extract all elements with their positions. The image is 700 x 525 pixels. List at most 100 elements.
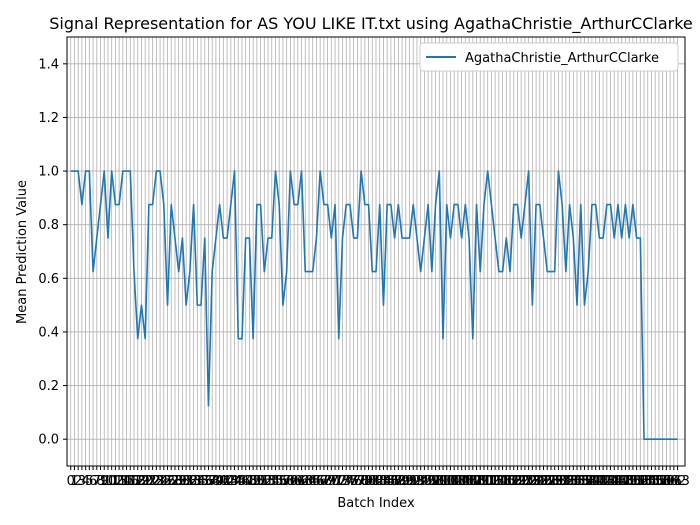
x-tick-label: 136 (565, 474, 590, 489)
x-tick-label: 127 (531, 474, 556, 489)
x-tick-label: 28 (167, 474, 184, 489)
y-tick-label: 0.4 (38, 325, 59, 340)
x-tick-label: 14 (115, 474, 132, 489)
x-tick-label: 130 (542, 474, 567, 489)
x-tick-label: 37 (200, 474, 217, 489)
x-tick-label: 163 (665, 474, 690, 489)
x-tick-label: 142 (587, 474, 612, 489)
x-tick-label: 157 (643, 474, 668, 489)
x-tick-label: 24 (152, 474, 169, 489)
x-tick-label: 16 (122, 474, 139, 489)
x-tick-label: 154 (632, 474, 657, 489)
x-tick-label: 56 (271, 474, 288, 489)
y-tick-label: 0.2 (38, 379, 59, 394)
x-tick-label: 81 (364, 474, 381, 489)
x-tick-label: 69 (319, 474, 336, 489)
x-tick-label: 20 (137, 474, 154, 489)
x-tick-label: 18 (129, 474, 146, 489)
x-tick-label: 151 (620, 474, 645, 489)
x-tick-label: 97 (424, 474, 441, 489)
x-tick-label: 8 (96, 474, 104, 489)
y-tick-label: 1.2 (38, 111, 59, 126)
x-tick-label: 111 (472, 474, 497, 489)
x-tick-label: 27 (163, 474, 180, 489)
x-tick-label: 93 (409, 474, 426, 489)
x-tick-label: 108 (460, 474, 485, 489)
x-tick-label: 19 (133, 474, 150, 489)
x-tick-label: 17 (126, 474, 143, 489)
x-tick-label: 155 (635, 474, 660, 489)
y-axis-label: Mean Prediction Value (15, 180, 30, 324)
x-tick-label: 89 (394, 474, 411, 489)
x-tick-label: 31 (178, 474, 195, 489)
x-tick-label: 109 (464, 474, 489, 489)
x-tick-label: 49 (245, 474, 262, 489)
x-grid (70, 37, 678, 466)
x-tick-label: 107 (457, 474, 482, 489)
x-tick-label: 138 (572, 474, 597, 489)
x-tick-label: 114 (483, 474, 508, 489)
x-tick-label: 58 (278, 474, 295, 489)
x-axis-ticks: 0123456789101112131415161718192021222324… (67, 466, 690, 489)
x-tick-label: 94 (412, 474, 429, 489)
x-tick-label: 115 (486, 474, 511, 489)
x-tick-label: 95 (416, 474, 433, 489)
x-tick-label: 38 (204, 474, 221, 489)
x-tick-label: 150 (617, 474, 642, 489)
x-tick-label: 64 (301, 474, 318, 489)
x-tick-label: 26 (159, 474, 176, 489)
legend-box (419, 42, 679, 72)
x-tick-label: 61 (290, 474, 307, 489)
x-tick-label: 79 (357, 474, 374, 489)
x-tick-label: 35 (193, 474, 210, 489)
x-tick-label: 132 (550, 474, 575, 489)
x-tick-label: 44 (226, 474, 243, 489)
x-tick-label: 126 (527, 474, 552, 489)
x-tick-label: 145 (598, 474, 623, 489)
x-tick-label: 45 (230, 474, 247, 489)
x-tick-label: 92 (405, 474, 422, 489)
x-tick-label: 161 (658, 474, 683, 489)
y-tick-label: 1.4 (38, 57, 59, 72)
x-tick-label: 15 (118, 474, 135, 489)
series-line-0 (70, 170, 678, 440)
x-tick-label: 113 (479, 474, 504, 489)
x-tick-label: 98 (427, 474, 444, 489)
x-tick-label: 7 (93, 474, 101, 489)
x-tick-label: 84 (375, 474, 392, 489)
x-tick-label: 29 (170, 474, 187, 489)
x-tick-label: 85 (379, 474, 396, 489)
x-tick-label: 43 (223, 474, 240, 489)
x-tick-label: 39 (208, 474, 225, 489)
x-tick-label: 5 (85, 474, 93, 489)
x-tick-label: 125 (524, 474, 549, 489)
x-tick-label: 87 (386, 474, 403, 489)
x-tick-label: 160 (654, 474, 679, 489)
y-tick-label: 0.8 (38, 218, 59, 233)
x-tick-label: 110 (468, 474, 493, 489)
x-tick-label: 91 (401, 474, 418, 489)
x-tick-label: 2 (74, 474, 82, 489)
x-tick-label: 128 (535, 474, 560, 489)
x-tick-label: 59 (282, 474, 299, 489)
x-tick-label: 121 (509, 474, 534, 489)
x-tick-label: 42 (219, 474, 236, 489)
x-tick-label: 88 (390, 474, 407, 489)
x-tick-label: 23 (148, 474, 165, 489)
x-tick-label: 96 (420, 474, 437, 489)
x-tick-label: 80 (360, 474, 377, 489)
x-tick-label: 4 (81, 474, 89, 489)
x-tick-label: 112 (475, 474, 500, 489)
x-tick-label: 51 (252, 474, 269, 489)
x-tick-label: 75 (342, 474, 359, 489)
y-tick-label: 0.0 (38, 433, 59, 448)
x-tick-label: 60 (286, 474, 303, 489)
x-tick-label: 143 (591, 474, 616, 489)
x-tick-label: 10 (100, 474, 117, 489)
x-tick-label: 41 (215, 474, 232, 489)
x-tick-label: 33 (185, 474, 202, 489)
x-tick-label: 70 (323, 474, 340, 489)
x-tick-label: 57 (275, 474, 292, 489)
x-tick-label: 122 (513, 474, 538, 489)
x-tick-label: 83 (371, 474, 388, 489)
